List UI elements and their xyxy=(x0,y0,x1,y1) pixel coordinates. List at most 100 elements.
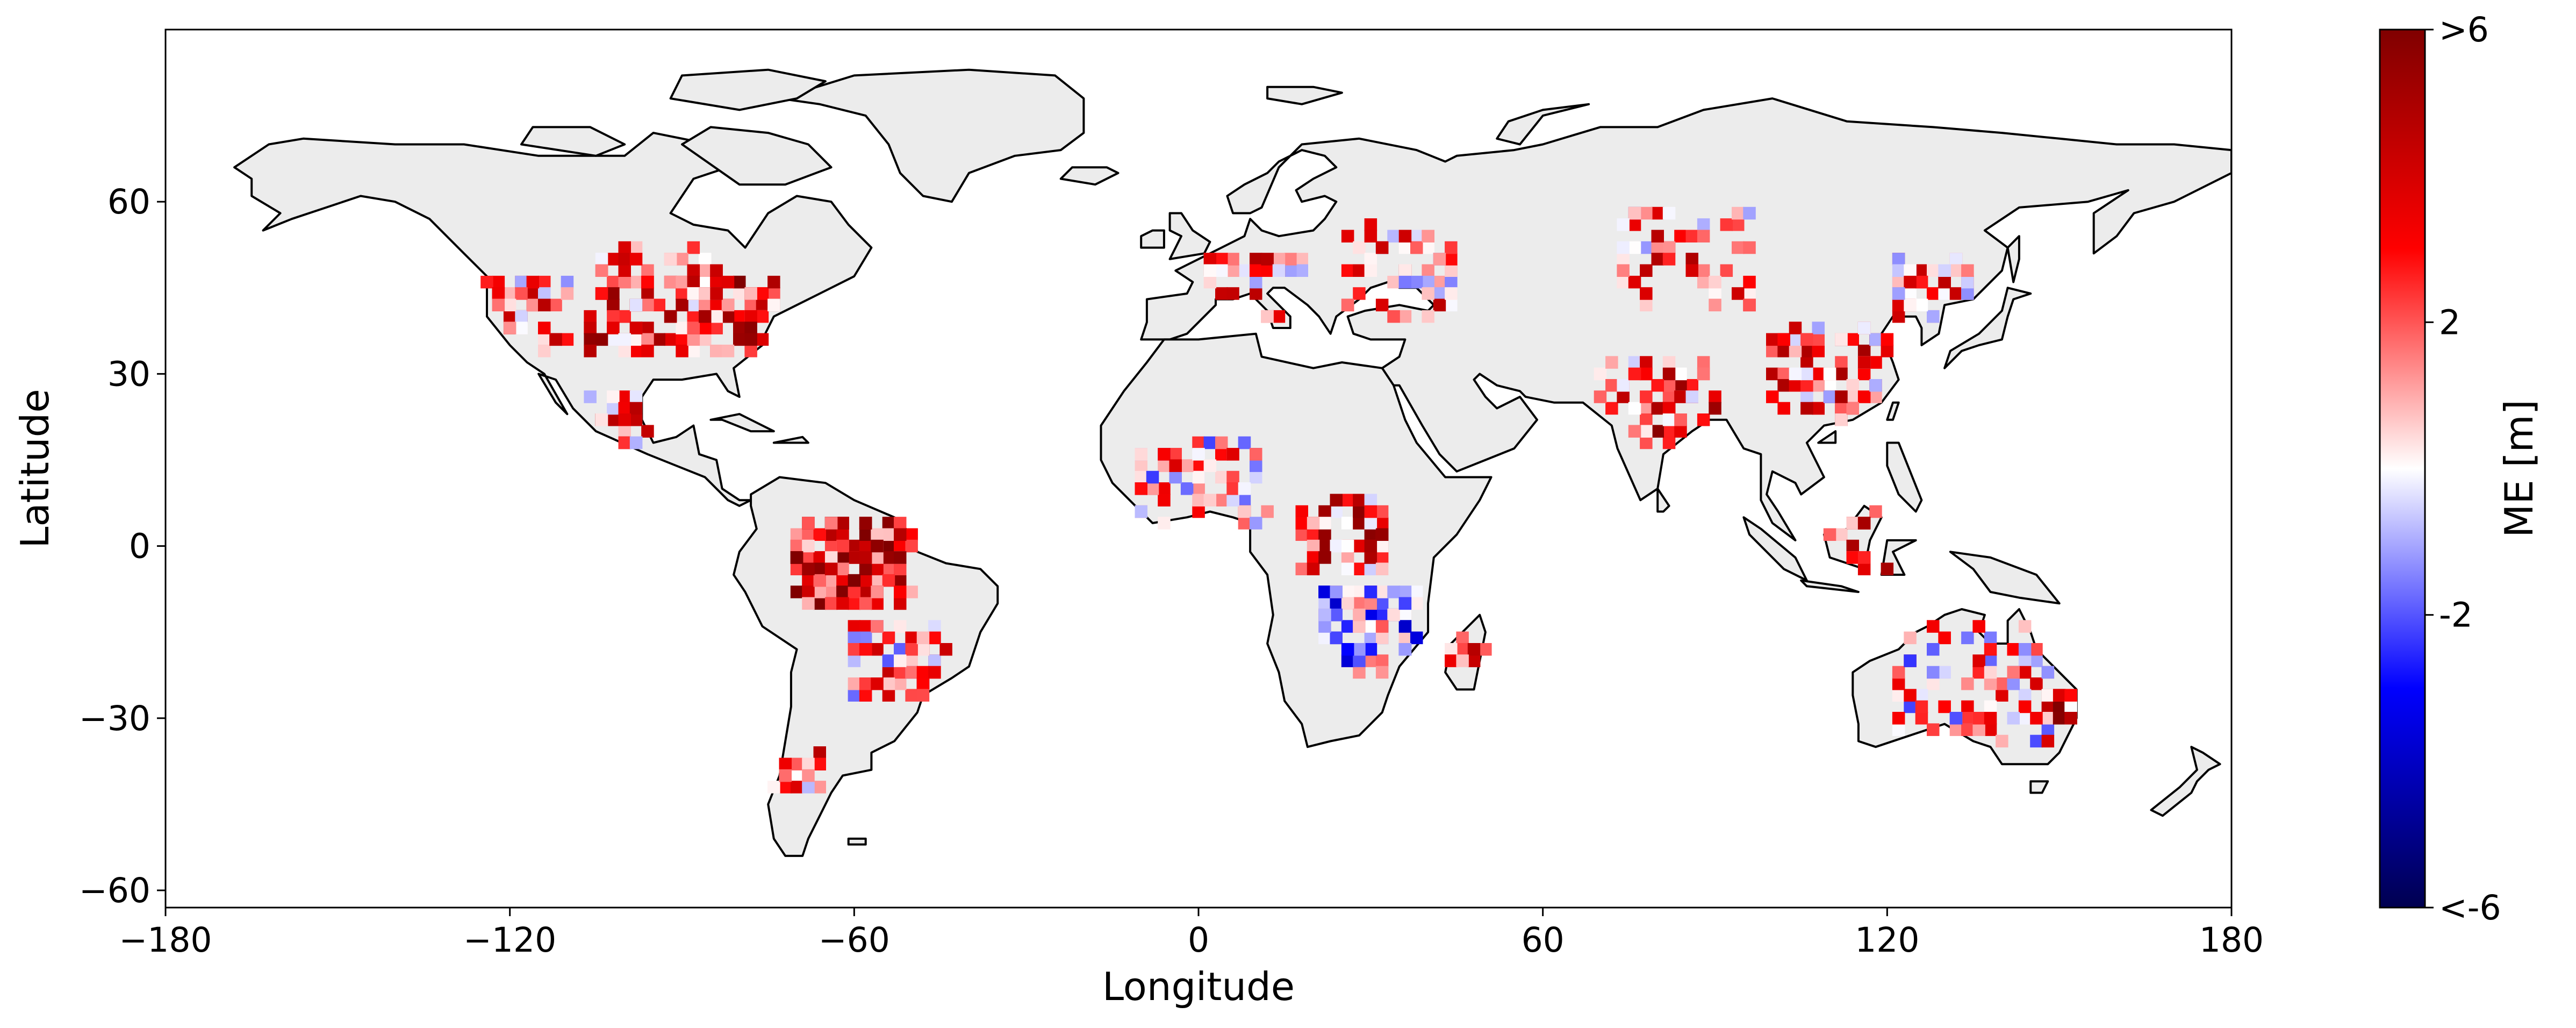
error-cell xyxy=(687,264,700,277)
error-cell xyxy=(871,677,884,690)
landmass-novaya-zemlya xyxy=(1496,103,1590,146)
error-cell xyxy=(1651,425,1664,438)
error-cell xyxy=(1364,620,1377,633)
error-cell xyxy=(1307,517,1320,530)
error-cell xyxy=(1904,298,1917,312)
error-cell xyxy=(916,631,930,645)
error-cell xyxy=(561,333,574,346)
error-cell xyxy=(1915,275,1928,289)
error-cell xyxy=(515,287,528,300)
error-cell xyxy=(836,586,849,598)
error-cell xyxy=(2041,689,2055,702)
error-cell xyxy=(1777,345,1790,358)
error-cell xyxy=(1984,654,1997,667)
error-cell xyxy=(503,287,516,300)
error-cell xyxy=(1364,631,1377,645)
error-cell xyxy=(1800,333,1813,346)
error-cell xyxy=(1398,264,1412,277)
error-cell xyxy=(1594,367,1607,381)
error-cell xyxy=(1651,402,1664,415)
error-cell xyxy=(1674,413,1687,426)
landmass-victoria-isl xyxy=(520,126,626,157)
error-cell xyxy=(1640,264,1653,277)
error-cell xyxy=(1651,241,1664,254)
error-cell xyxy=(813,758,826,770)
error-cell xyxy=(894,574,907,587)
x-axis-title: Longitude xyxy=(1102,964,1295,1009)
error-cell xyxy=(1158,494,1171,506)
error-cell xyxy=(1410,631,1423,645)
error-cell xyxy=(1915,298,1928,312)
error-cell xyxy=(1709,402,1721,415)
error-cell xyxy=(1353,539,1366,553)
error-cell xyxy=(1904,631,1917,645)
error-cell xyxy=(687,345,700,358)
error-cell xyxy=(1800,402,1813,415)
error-cell xyxy=(1341,517,1354,530)
error-cell xyxy=(1330,631,1343,645)
error-cell xyxy=(813,528,826,541)
error-cell xyxy=(1410,586,1423,598)
error-cell xyxy=(1398,275,1412,289)
error-cell xyxy=(1812,333,1825,346)
landmass-sumatra xyxy=(1742,516,1808,582)
error-cell xyxy=(2018,712,2032,725)
error-cell xyxy=(1617,390,1630,403)
landmass-new-guinea xyxy=(1949,551,2061,605)
error-cell xyxy=(859,597,872,610)
error-cell xyxy=(2053,712,2066,725)
error-cell xyxy=(1628,356,1641,369)
error-cell xyxy=(859,528,872,541)
error-cell xyxy=(1743,241,1756,254)
error-cell xyxy=(549,333,562,346)
error-cell xyxy=(492,298,505,312)
error-cell xyxy=(1857,562,1871,575)
error-cell xyxy=(549,298,562,312)
error-cell xyxy=(1353,586,1366,598)
error-cell xyxy=(905,643,918,656)
error-cell xyxy=(882,666,895,679)
error-cell xyxy=(1445,643,1458,656)
error-cell xyxy=(1846,517,1859,530)
error-cell xyxy=(584,345,597,358)
error-cell xyxy=(618,390,631,403)
error-cell xyxy=(1398,608,1412,622)
error-cell xyxy=(1892,677,1905,690)
error-cell xyxy=(1685,390,1698,403)
error-cell xyxy=(721,310,735,323)
error-cell xyxy=(1467,643,1481,656)
error-cell xyxy=(1158,482,1171,495)
error-cell xyxy=(744,287,757,300)
landmass-north-america xyxy=(233,132,873,507)
error-cell xyxy=(894,528,907,541)
error-cell xyxy=(1261,310,1274,323)
error-cell xyxy=(744,322,757,334)
landmass-sri-lanka xyxy=(1656,487,1670,513)
error-cell xyxy=(1284,253,1297,266)
error-cell xyxy=(1375,505,1389,518)
error-cell xyxy=(733,322,746,334)
error-cell xyxy=(1961,712,1974,725)
error-cell xyxy=(699,287,712,300)
error-cell xyxy=(618,436,631,449)
error-cell xyxy=(1272,264,1286,277)
error-cell xyxy=(894,551,907,564)
error-cell xyxy=(1984,723,1997,736)
error-cell xyxy=(1766,345,1779,358)
error-cell xyxy=(1341,643,1354,656)
error-cell xyxy=(1709,298,1721,312)
landmass-greenland xyxy=(778,68,1085,203)
error-cell xyxy=(905,586,918,598)
error-cell xyxy=(1375,631,1389,645)
y-tick-label: −60 xyxy=(79,871,150,910)
error-cell xyxy=(836,528,849,541)
error-cell xyxy=(871,528,884,541)
error-cell xyxy=(1341,620,1354,633)
error-cell xyxy=(1375,551,1389,564)
error-cell xyxy=(1927,287,1940,300)
error-cell xyxy=(1835,528,1848,541)
error-cell xyxy=(1387,608,1400,622)
error-cell xyxy=(2041,700,2055,713)
x-axis: −180 −120 −60 0 60 120 180 xyxy=(119,908,2264,960)
error-cell xyxy=(2007,712,2020,725)
